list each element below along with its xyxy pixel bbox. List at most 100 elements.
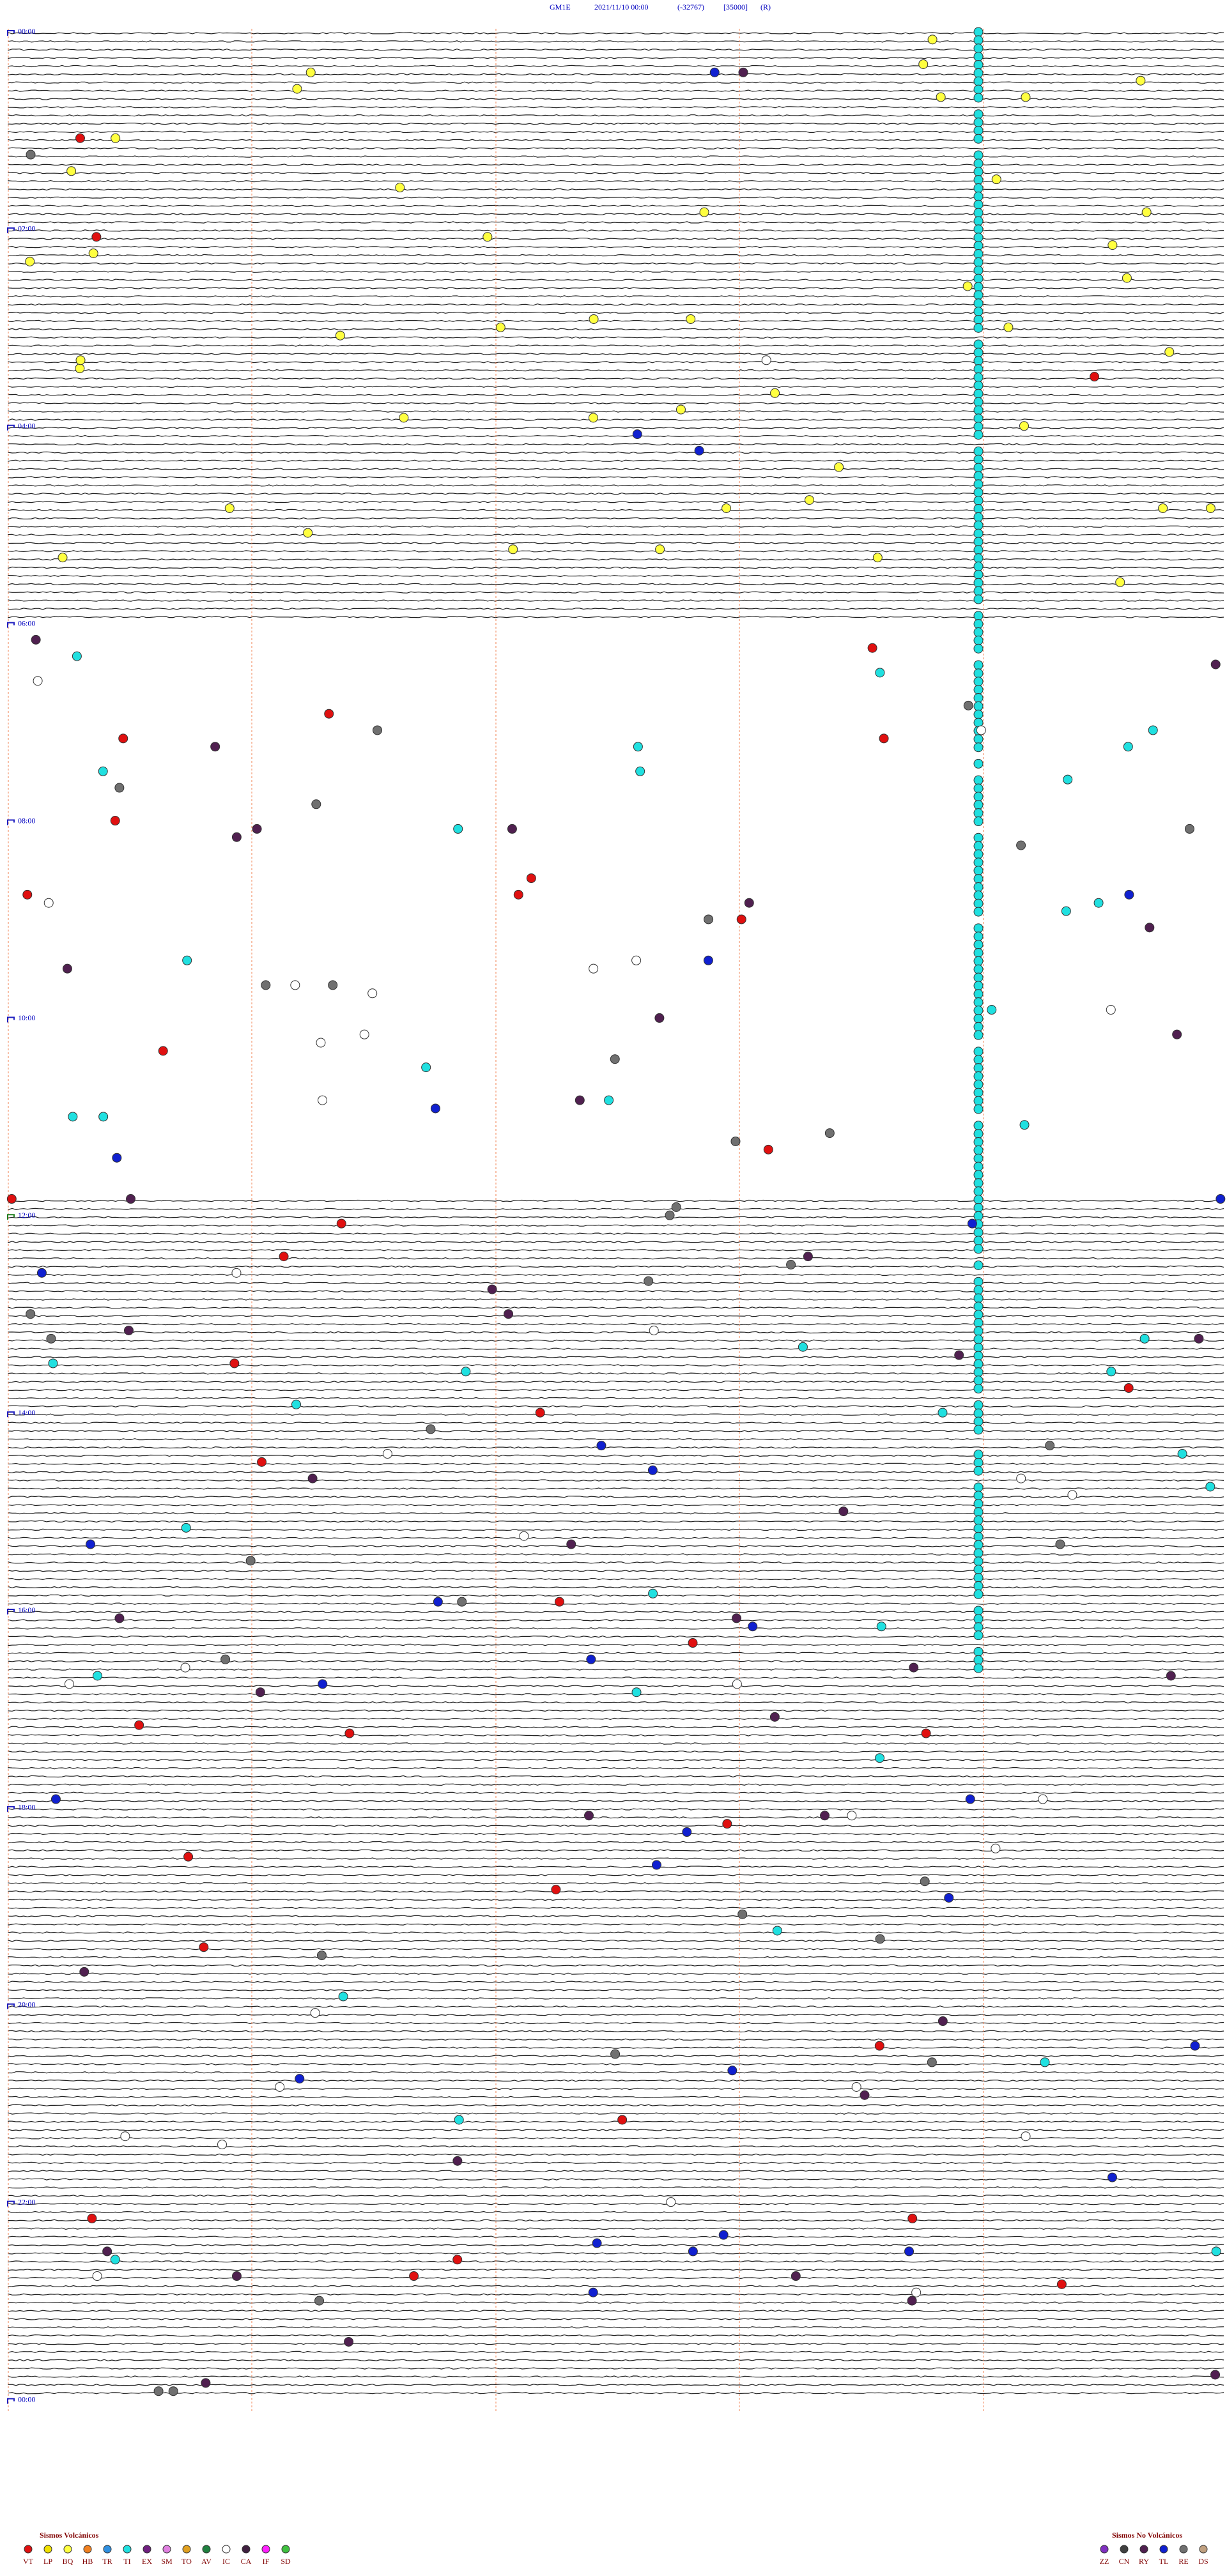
event [373, 725, 383, 735]
trace [8, 1816, 1224, 1819]
hour-label: 00:00 [18, 27, 35, 36]
event [803, 1252, 813, 1262]
event [973, 339, 984, 349]
event [973, 693, 984, 703]
event [1055, 1539, 1065, 1549]
event [426, 1424, 436, 1434]
event [153, 2386, 164, 2396]
event [973, 808, 984, 818]
event [973, 1556, 984, 1567]
trace [8, 147, 1224, 150]
event [973, 298, 984, 309]
event [482, 232, 493, 242]
event [973, 668, 984, 678]
trace [8, 1520, 1224, 1523]
event [114, 1613, 125, 1623]
trace [8, 558, 1224, 561]
event [973, 1063, 984, 1073]
event [231, 2271, 242, 2281]
trace [8, 1487, 1224, 1490]
hour-bracket [7, 1609, 15, 1615]
event [927, 34, 938, 45]
event [798, 1342, 808, 1352]
trace [8, 1454, 1224, 1457]
event [973, 1055, 984, 1065]
event [732, 1679, 742, 1689]
trace [8, 2030, 1224, 2033]
event [973, 290, 984, 300]
event [973, 430, 984, 440]
trace [8, 1701, 1224, 1704]
trace [8, 336, 1224, 339]
event [703, 955, 713, 965]
event [722, 503, 732, 513]
event [224, 503, 235, 513]
trace [8, 2202, 1224, 2205]
event [291, 1399, 301, 1409]
event [311, 799, 321, 809]
event [875, 1753, 885, 1763]
event [183, 1851, 194, 1862]
event [730, 1136, 741, 1146]
event [973, 677, 984, 687]
trace [8, 2276, 1224, 2280]
event [709, 67, 720, 77]
event [973, 1310, 984, 1320]
hour-bracket [7, 622, 15, 628]
trace [8, 608, 1224, 610]
event [718, 2230, 729, 2240]
event [973, 233, 984, 243]
event [973, 1195, 984, 1205]
event [688, 2246, 698, 2257]
event [973, 923, 984, 933]
trace [8, 2326, 1224, 2329]
trace [8, 1775, 1224, 1778]
event [973, 265, 984, 275]
trace [8, 509, 1224, 512]
event [310, 2008, 320, 2018]
event [973, 388, 984, 399]
event [973, 323, 984, 333]
trace [8, 1224, 1224, 1227]
hour-label: 10:00 [18, 1013, 35, 1022]
trace [8, 262, 1224, 265]
trace [8, 2391, 1224, 2395]
trace [8, 2063, 1224, 2066]
trace [8, 459, 1224, 462]
event [973, 1589, 984, 1599]
trace [8, 1594, 1224, 1597]
event [973, 487, 984, 498]
event [963, 700, 973, 710]
event [566, 1539, 576, 1549]
event [665, 1210, 675, 1220]
event [973, 249, 984, 259]
trace [8, 1627, 1224, 1630]
event [936, 92, 946, 102]
offset: (-32767) [677, 3, 704, 12]
event [1164, 347, 1175, 357]
event [772, 1926, 782, 1936]
hour-label: 18:00 [18, 1803, 35, 1812]
trace [8, 56, 1224, 59]
event [1045, 1441, 1055, 1451]
event [1148, 725, 1158, 735]
event [430, 1103, 440, 1114]
trace [8, 1561, 1224, 1564]
legend-code: RY [1139, 2557, 1149, 2566]
event [973, 627, 984, 638]
trace [8, 500, 1224, 503]
event [904, 2246, 914, 2257]
trace [8, 65, 1224, 68]
event [918, 59, 929, 69]
event [199, 1942, 209, 1952]
event [75, 133, 85, 143]
event [973, 972, 984, 983]
event [973, 1367, 984, 1377]
event [1177, 1449, 1187, 1459]
trace [8, 2178, 1224, 2181]
event [973, 1013, 984, 1023]
legend-code: SM [161, 2557, 173, 2566]
traces [8, 32, 1224, 2395]
trace [8, 2161, 1224, 2165]
